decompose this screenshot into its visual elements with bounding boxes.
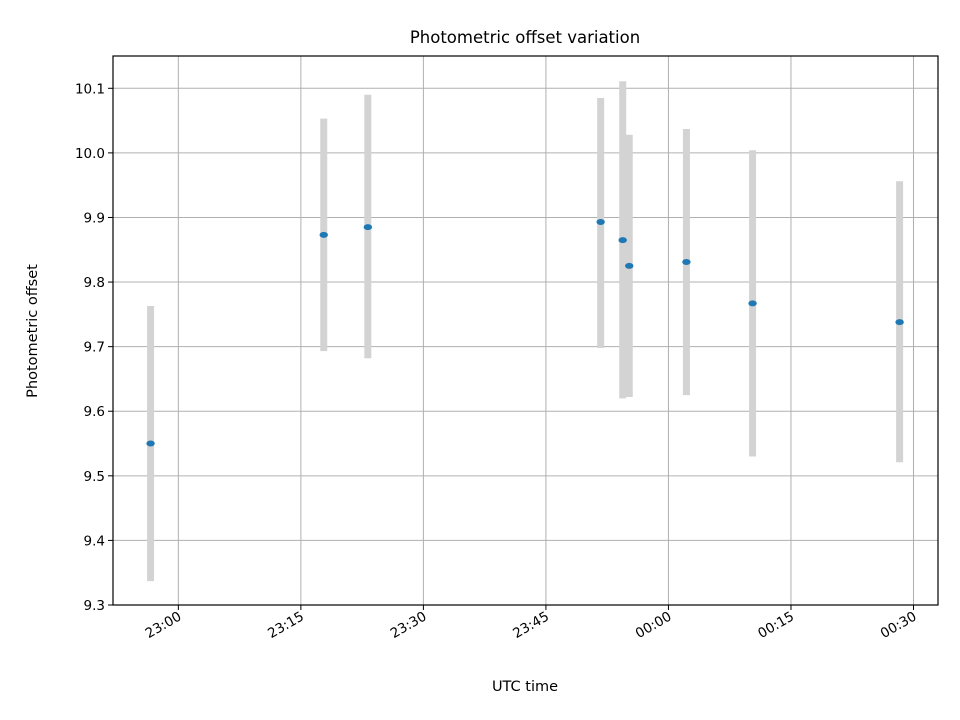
data-point [363, 224, 373, 231]
y-tick-label: 9.9 [84, 210, 105, 226]
data-point [682, 259, 691, 266]
y-tick-label: 9.7 [84, 340, 105, 356]
plot-frame [112, 55, 939, 606]
y-tick-label: 10.1 [75, 81, 105, 97]
y-tick-label: 9.6 [84, 404, 105, 420]
markers [146, 218, 904, 447]
y-axis-label: Photometric offset [25, 264, 41, 398]
y-tick-label: 9.3 [84, 598, 105, 614]
y-axis: 9.3 9.4 9.5 9.6 9.7 9.8 9.9 10.0 10.1 [75, 81, 113, 614]
y-tick-label: 10.0 [75, 146, 105, 162]
data-point [146, 440, 155, 447]
y-tick-label: 9.8 [84, 275, 105, 291]
data-point [319, 231, 328, 238]
data-point [596, 218, 605, 225]
data-point [625, 262, 634, 269]
data-point [895, 319, 904, 326]
y-tick-label: 9.4 [84, 533, 105, 549]
x-axis-label: UTC time [492, 679, 558, 695]
y-tick-label: 9.5 [84, 469, 105, 485]
grid [113, 56, 938, 606]
data-point [618, 237, 627, 244]
chart-title: Photometric offset variation [410, 28, 640, 47]
data-point [748, 300, 757, 307]
